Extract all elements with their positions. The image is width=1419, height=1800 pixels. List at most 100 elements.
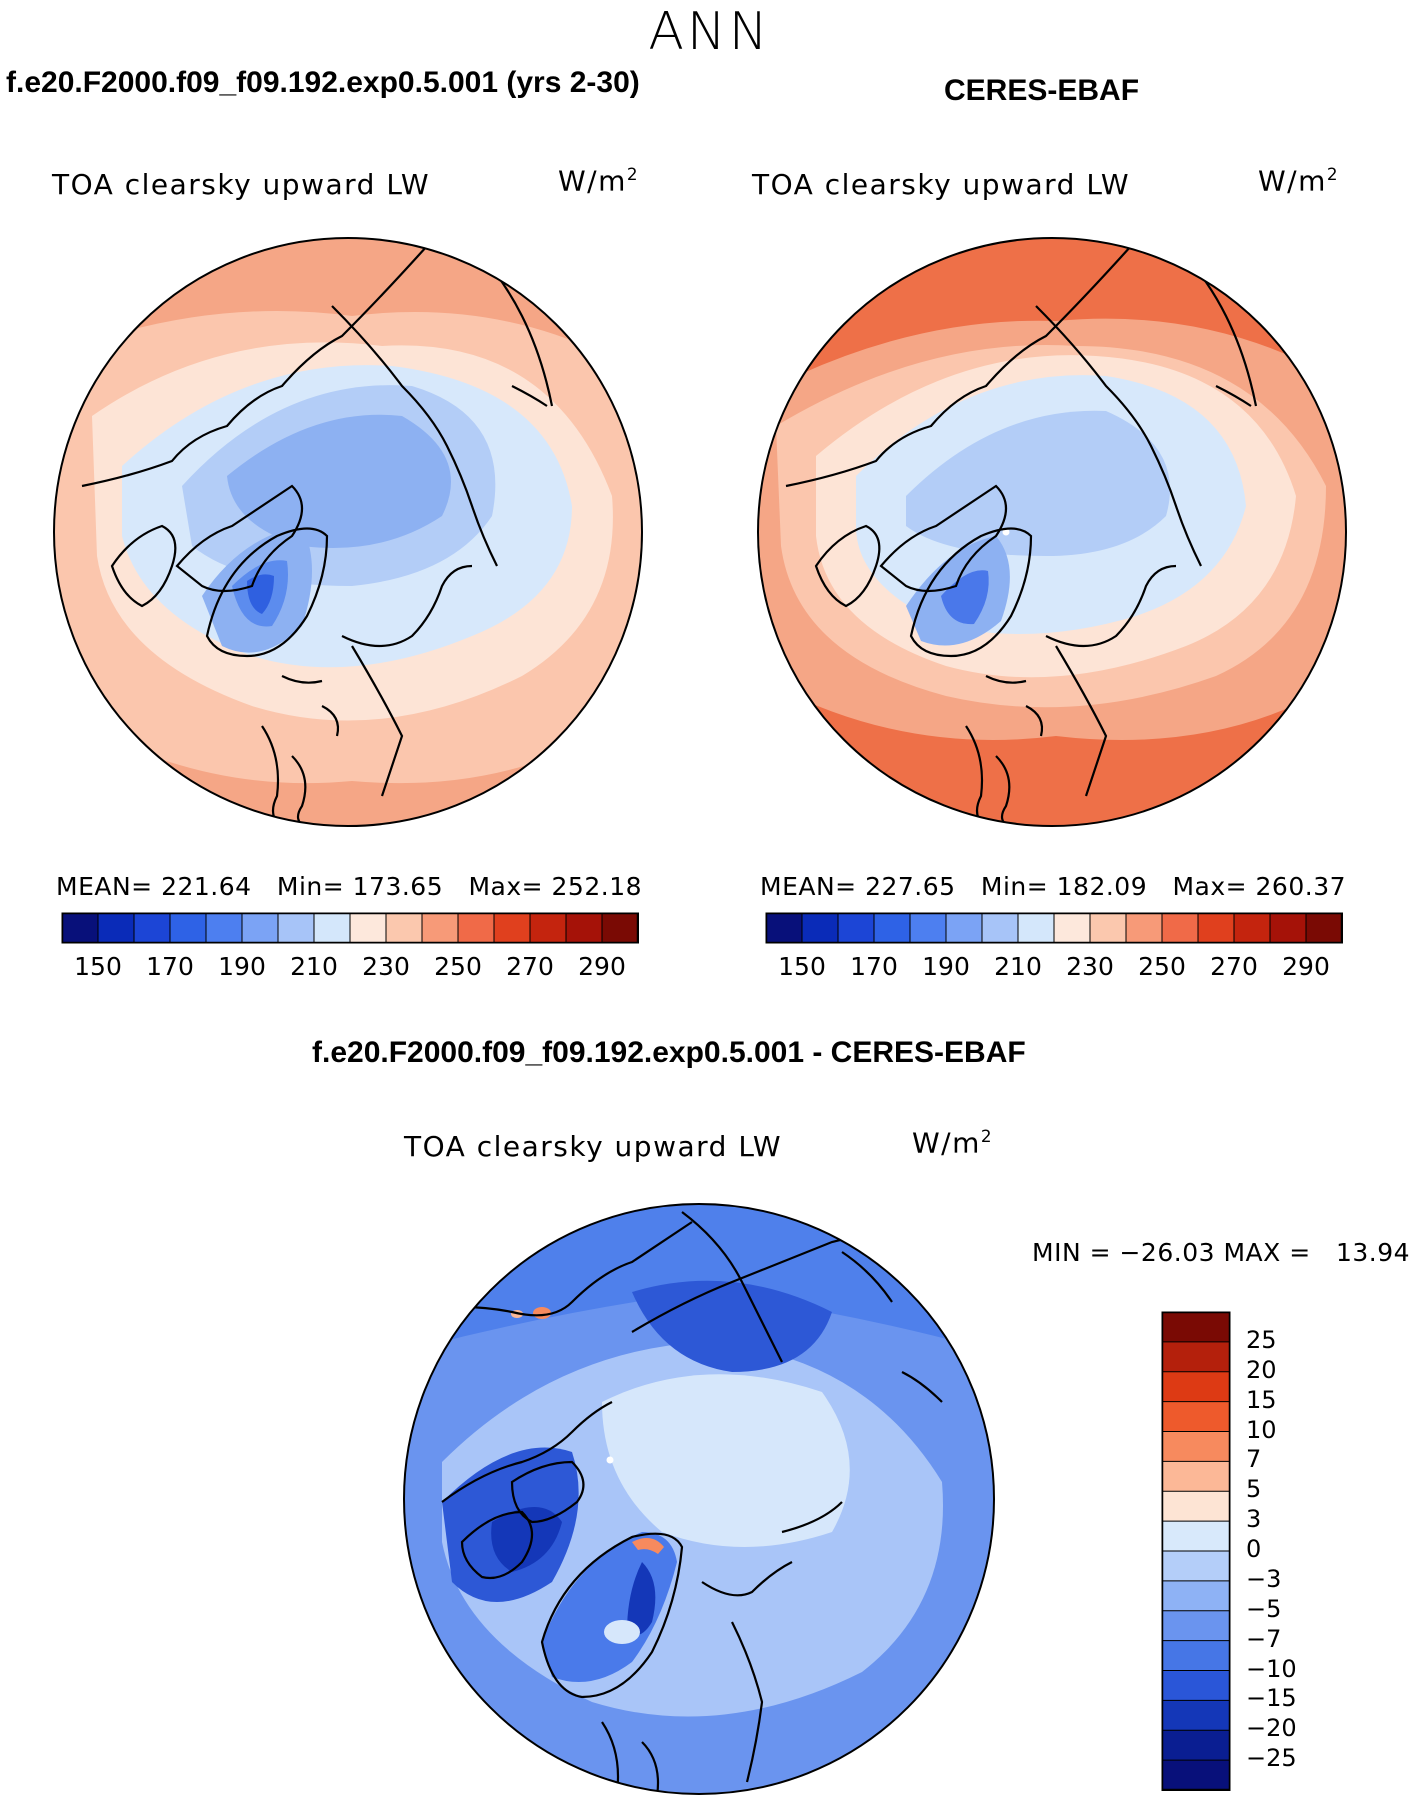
- diff-title: f.e20.F2000.f09_f09.192.exp0.5.001 - CER…: [312, 1036, 1026, 1069]
- obs-colorbar: [765, 912, 1343, 944]
- obs-colorbar-ticks: 150 170 190 210 230 250 270 290: [766, 952, 1342, 984]
- model-colorbar-swatch: [313, 912, 351, 944]
- obs-colorbar-swatch: [1305, 912, 1343, 944]
- diff-colorbar-swatch: [1161, 1490, 1231, 1523]
- obs-colorbar-frame: [765, 912, 1343, 944]
- model-case-title: f.e20.F2000.f09_f09.192.exp0.5.001 (yrs …: [6, 66, 640, 99]
- diff-colorbar-swatch: [1161, 1460, 1231, 1493]
- model-colorbar-tick-label: 190: [218, 952, 266, 981]
- model-colorbar-tick-label: 230: [362, 952, 410, 981]
- model-colorbar-tick-label: 170: [146, 952, 194, 981]
- obs-polar-map: [757, 237, 1347, 827]
- obs-colorbar-swatch: [765, 912, 803, 944]
- obs-colorbar-swatch: [1233, 912, 1271, 944]
- obs-colorbar-swatch: [1161, 912, 1199, 944]
- diff-colorbar-tick-label: −5: [1246, 1594, 1282, 1623]
- diff-colorbar-tick-label: 3: [1246, 1505, 1262, 1534]
- model-colorbar-tick-label: 210: [290, 952, 338, 981]
- model-colorbar-swatch: [349, 912, 387, 944]
- diff-colorbar-swatch: [1161, 1610, 1231, 1642]
- model-colorbar-swatch: [421, 912, 459, 944]
- diff-colorbar-tick-label: −25: [1246, 1744, 1297, 1773]
- model-colorbar-swatch: [493, 912, 531, 944]
- diff-colorbar-tick-label: 15: [1246, 1385, 1277, 1414]
- model-colorbar-swatch: [457, 912, 495, 944]
- model-colorbar-swatch: [97, 912, 135, 944]
- diff-colorbar-swatch: [1161, 1401, 1231, 1433]
- model-colorbar-tick-label: 150: [74, 952, 122, 981]
- model-colorbar-swatch: [565, 912, 603, 944]
- model-colorbar-tick-label: 250: [434, 952, 482, 981]
- model-field-label: TOA clearsky upward LW: [52, 168, 431, 201]
- model-colorbar: [61, 912, 639, 944]
- diff-colorbar-swatch: [1161, 1759, 1231, 1791]
- diff-colorbar-swatch: [1161, 1520, 1231, 1552]
- model-colorbar-swatch: [61, 912, 99, 944]
- diff-field-label: TOA clearsky upward LW: [404, 1130, 783, 1163]
- obs-map-border: [757, 237, 1347, 827]
- obs-pole-marker: [1002, 528, 1010, 536]
- diff-warm-spot-alaska: [533, 1307, 551, 1319]
- diff-colorbar-tick-label: −20: [1246, 1714, 1297, 1743]
- model-map-border: [53, 237, 643, 827]
- diff-colorbar-tick-label: 20: [1246, 1355, 1277, 1384]
- diff-field-zone-neutral: [602, 1374, 850, 1547]
- diff-colorbar-swatch: [1161, 1550, 1231, 1582]
- model-colorbar-tick-label: 270: [506, 952, 554, 981]
- obs-colorbar-tick-label: 230: [1066, 952, 1114, 981]
- obs-colorbar-swatch: [1125, 912, 1163, 944]
- diff-colorbar-tick-label: 25: [1246, 1325, 1277, 1354]
- model-colorbar-ticks: 150 170 190 210 230 250 270 290: [62, 952, 638, 984]
- diff-colorbar-tick-label: −7: [1246, 1624, 1282, 1653]
- diff-colorbar-swatch: [1161, 1431, 1231, 1463]
- model-colorbar-frame: [61, 912, 639, 944]
- diff-field-zone-archipelago: [491, 1507, 562, 1572]
- obs-colorbar-swatch: [1089, 912, 1127, 944]
- obs-colorbar-swatch: [1053, 912, 1091, 944]
- diff-colorbar-frame: [1161, 1311, 1231, 1791]
- diff-colorbar-swatch: [1161, 1580, 1231, 1612]
- obs-stats: MEAN= 227.65 Min= 182.09 Max= 260.37: [760, 872, 1347, 901]
- model-colorbar-swatch: [205, 912, 243, 944]
- obs-colorbar-tick-label: 150: [778, 952, 826, 981]
- obs-colorbar-swatch: [837, 912, 875, 944]
- obs-colorbar-swatch: [1017, 912, 1055, 944]
- obs-colorbar-swatch: [1269, 912, 1307, 944]
- diff-greenland-core: [627, 1562, 656, 1636]
- diff-colorbar-tick-label: −10: [1246, 1654, 1297, 1683]
- diff-colorbar-swatch: [1161, 1341, 1231, 1373]
- obs-case-title: CERES-EBAF: [944, 74, 1140, 107]
- obs-colorbar-tick-label: 270: [1210, 952, 1258, 981]
- diff-colorbar-swatch: [1161, 1371, 1231, 1403]
- model-colorbar-swatch: [169, 912, 207, 944]
- diff-colorbar-swatch: [1161, 1640, 1231, 1672]
- obs-colorbar-swatch: [873, 912, 911, 944]
- obs-colorbar-swatch: [945, 912, 983, 944]
- obs-greenland-core: [941, 570, 989, 625]
- obs-colorbar-swatch: [909, 912, 947, 944]
- obs-colorbar-tick-label: 250: [1138, 952, 1186, 981]
- diff-pole-marker: [606, 1456, 614, 1464]
- diff-map-border: [403, 1203, 995, 1795]
- season-title: ANN: [648, 2, 771, 62]
- obs-colorbar-tick-label: 170: [850, 952, 898, 981]
- diff-colorbar-tick-label: 5: [1246, 1475, 1262, 1504]
- model-colorbar-swatch: [601, 912, 639, 944]
- obs-colorbar-swatch: [1197, 912, 1235, 944]
- diff-minmax: MIN = −26.03 MAX = 13.94: [1032, 1238, 1411, 1267]
- model-colorbar-swatch: [529, 912, 567, 944]
- model-stats: MEAN= 221.64 Min= 173.65 Max= 252.18: [56, 872, 643, 901]
- obs-colorbar-tick-label: 290: [1282, 952, 1330, 981]
- model-units: W/m2: [558, 164, 640, 198]
- obs-coastlines: [785, 245, 1258, 826]
- diff-colorbar-ticks: 25 20 15 10 7 5 3 0 −3 −5 −7 −10 −15 −20 −25: [1246, 1312, 1326, 1790]
- obs-field-label: TOA clearsky upward LW: [752, 168, 1131, 201]
- diff-colorbar-swatch: [1161, 1699, 1231, 1732]
- obs-units: W/m2: [1258, 164, 1340, 198]
- model-colorbar-swatch: [385, 912, 423, 944]
- diff-colorbar-swatch: [1161, 1670, 1231, 1702]
- diff-colorbar-tick-label: 0: [1246, 1535, 1262, 1563]
- model-polar-map: [53, 237, 643, 827]
- obs-field-zone-cooler: [906, 410, 1170, 556]
- diff-colorbar-tick-label: 7: [1246, 1445, 1262, 1474]
